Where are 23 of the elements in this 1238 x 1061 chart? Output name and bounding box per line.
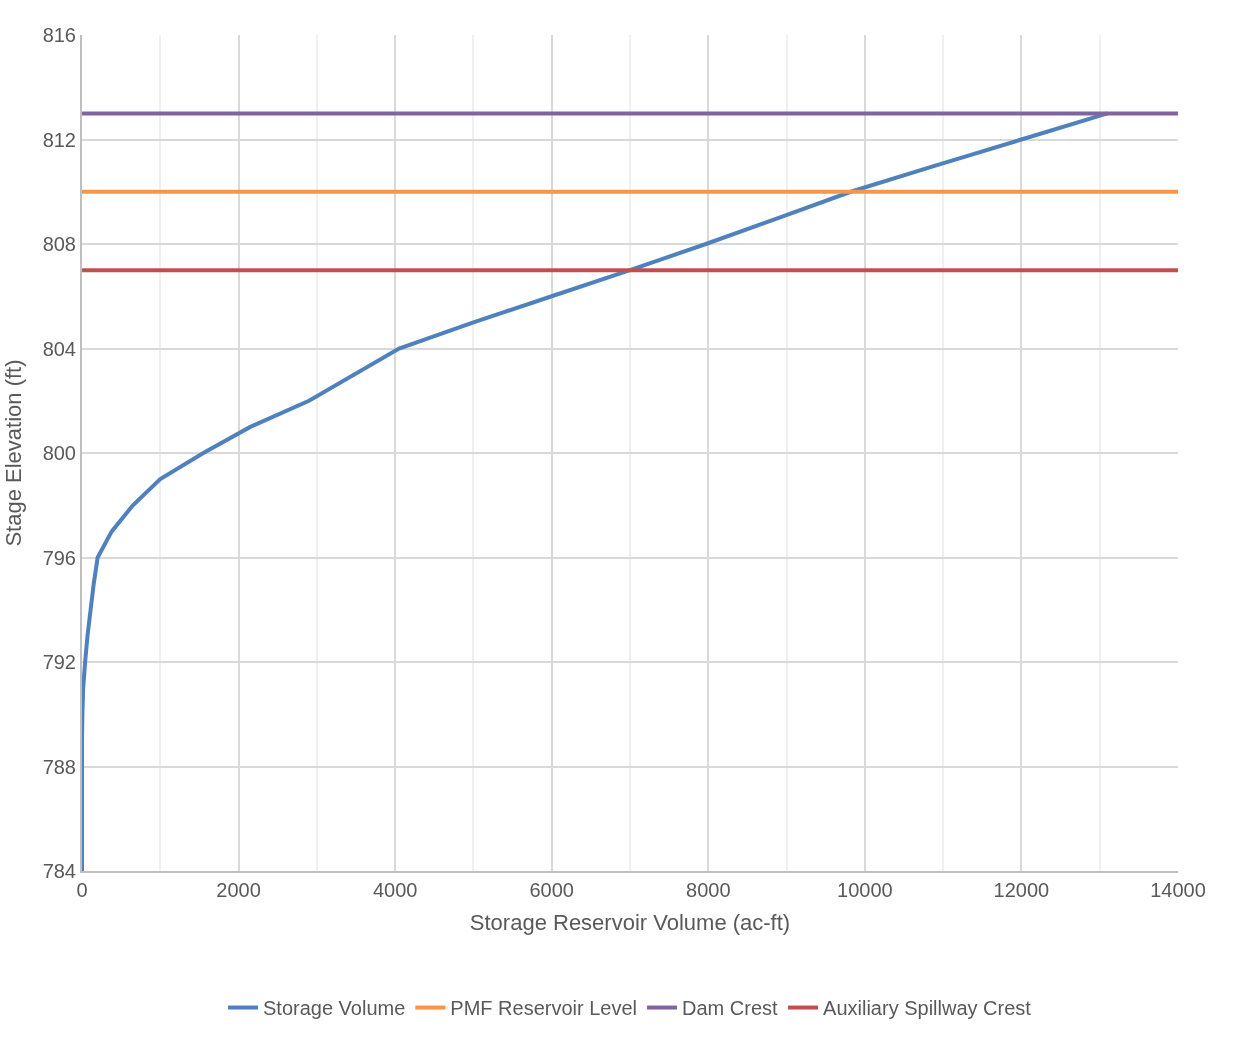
x-tick-label: 12000 bbox=[993, 879, 1050, 901]
legend-label: Storage Volume bbox=[263, 997, 406, 1020]
x-axis-title: Storage Reservoir Volume (ac-ft) bbox=[469, 910, 791, 936]
y-tick-label: 796 bbox=[42, 546, 76, 569]
y-tick-label: 792 bbox=[42, 651, 76, 673]
x-tick-label: 8000 bbox=[686, 879, 731, 901]
y-tick-label: 808 bbox=[42, 233, 76, 255]
x-tick-label: 6000 bbox=[529, 879, 574, 901]
x-tick-label: 14000 bbox=[1150, 879, 1206, 901]
y-tick-label: 804 bbox=[42, 337, 76, 360]
y-tick-label: 800 bbox=[42, 442, 76, 464]
x-tick-label: 2000 bbox=[216, 879, 261, 901]
y-axis-title: Stage Elevation (ft) bbox=[0, 359, 26, 547]
y-tick-label: 788 bbox=[42, 755, 76, 778]
y-tick-label: 812 bbox=[42, 128, 76, 151]
y-tick-label: 784 bbox=[42, 860, 76, 882]
legend-label: Dam Crest bbox=[682, 997, 779, 1020]
x-tick-label: 10000 bbox=[837, 879, 893, 901]
y-tick-label: 816 bbox=[42, 24, 76, 46]
x-tick-label: 0 bbox=[76, 879, 88, 901]
legend-label: Auxiliary Spillway Crest bbox=[823, 997, 1032, 1020]
x-tick-label: 4000 bbox=[372, 879, 418, 901]
legend-label: PMF Reservoir Level bbox=[450, 997, 638, 1020]
